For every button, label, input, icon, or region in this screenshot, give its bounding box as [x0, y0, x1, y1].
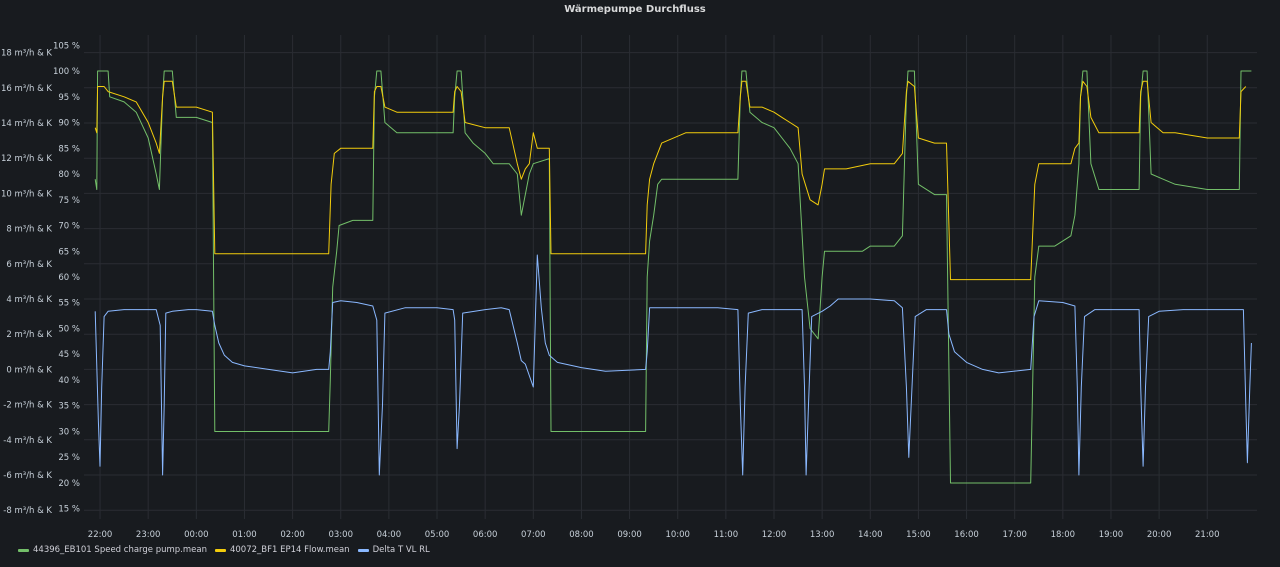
x-axis-ticks: 22:00 23:00 00:00 01:00 02:00 03:00 04:00 05:00…	[88, 530, 1220, 540]
x-axis-tick-label: 19:00	[1099, 530, 1124, 540]
panel-title[interactable]: Wärmepumpe Durchfluss	[564, 4, 706, 15]
x-axis-tick-label: 06:00	[473, 530, 498, 540]
right-axis-tick-label: 20 %	[58, 479, 80, 489]
x-axis-tick-label: 00:00	[184, 530, 209, 540]
x-axis-tick-label: 14:00	[858, 530, 883, 540]
x-axis-tick-label: 05:00	[425, 530, 450, 540]
right-axis-tick-label: 80 %	[58, 170, 80, 180]
left-axis-tick-label: 18 m³/h & K	[1, 49, 52, 59]
x-axis-tick-label: 09:00	[617, 530, 642, 540]
x-axis-tick-label: 02:00	[280, 530, 305, 540]
series-line-1[interactable]	[94, 70, 1252, 484]
x-axis-tick-label: 15:00	[906, 530, 931, 540]
x-axis-tick-label: 22:00	[88, 530, 113, 540]
left-axis-tick-label: -4 m³/h & K	[3, 436, 52, 446]
legend-item-speed-charge-pump[interactable]: 44396_EB101 Speed charge pump.mean	[18, 545, 207, 555]
x-axis-tick-label: 03:00	[328, 530, 353, 540]
series-line-3[interactable]	[94, 254, 1252, 476]
legend: 44396_EB101 Speed charge pump.mean 40072…	[18, 543, 430, 557]
left-axis-tick-label: 12 m³/h & K	[1, 154, 52, 164]
left-axis-tick-label: 4 m³/h & K	[6, 295, 52, 305]
legend-swatch	[357, 548, 369, 552]
x-axis-tick-label: 16:00	[954, 530, 979, 540]
left-axis-ticks: 18 m³/h & K 16 m³/h & K 14 m³/h & K 12 m³/h…	[1, 49, 52, 517]
right-axis-tick-label: 90 %	[58, 119, 80, 129]
right-axis-tick-label: 65 %	[58, 247, 80, 257]
x-axis-tick-label: 17:00	[1002, 530, 1027, 540]
right-axis-tick-label: 95 %	[58, 93, 80, 103]
x-axis-tick-label: 12:00	[762, 530, 787, 540]
left-axis-tick-label: -6 m³/h & K	[3, 471, 52, 481]
right-axis-tick-label: 15 %	[58, 505, 80, 515]
right-axis-tick-label: 75 %	[58, 196, 80, 206]
right-axis-tick-label: 105 %	[53, 41, 80, 51]
left-axis-tick-label: 6 m³/h & K	[6, 260, 52, 270]
right-axis-tick-label: 40 %	[58, 376, 80, 386]
x-axis-tick-label: 11:00	[714, 530, 739, 540]
left-axis-tick-label: 10 m³/h & K	[1, 189, 52, 199]
x-axis-tick-label: 23:00	[136, 530, 161, 540]
line-chart[interactable]: 18 m³/h & K 16 m³/h & K 14 m³/h & K 12 m³/h…	[0, 0, 1280, 540]
right-axis-tick-label: 35 %	[58, 402, 80, 412]
x-axis-tick-label: 01:00	[232, 530, 257, 540]
right-axis-tick-label: 45 %	[58, 350, 80, 360]
right-axis-tick-label: 30 %	[58, 427, 80, 437]
left-axis-tick-label: 16 m³/h & K	[1, 84, 52, 94]
right-axis-ticks: 105 % 100 % 95 % 90 % 85 % 80 % 75 % 70 % 65 % 60…	[53, 41, 80, 514]
left-axis-tick-label: 0 m³/h & K	[6, 365, 52, 375]
right-axis-tick-label: 100 %	[53, 67, 80, 77]
left-axis-tick-label: 2 m³/h & K	[6, 330, 52, 340]
x-axis-tick-label: 04:00	[377, 530, 402, 540]
x-axis-tick-label: 18:00	[1051, 530, 1076, 540]
left-axis-tick-label: -2 m³/h & K	[3, 401, 52, 411]
x-axis-tick-label: 21:00	[1195, 530, 1220, 540]
legend-swatch	[18, 548, 29, 552]
legend-item-delta-t[interactable]: Delta T VL RL	[357, 545, 430, 555]
left-axis-tick-label: 8 m³/h & K	[6, 225, 52, 235]
x-axis-tick-label: 13:00	[810, 530, 835, 540]
series-line-2[interactable]	[94, 80, 1247, 281]
left-axis-tick-label: 14 m³/h & K	[1, 119, 52, 129]
legend-item-bf1-flow[interactable]: 40072_BF1 EP14 Flow.mean	[214, 545, 350, 555]
series-lines	[94, 70, 1252, 484]
right-axis-tick-label: 50 %	[58, 324, 80, 334]
x-axis-tick-label: 20:00	[1147, 530, 1172, 540]
x-axis-tick-label: 10:00	[665, 530, 690, 540]
legend-label: Delta T VL RL	[372, 545, 430, 555]
right-axis-tick-label: 55 %	[58, 299, 80, 309]
right-axis-tick-label: 60 %	[58, 273, 80, 283]
grid-lines	[84, 35, 1257, 519]
legend-label: 40072_BF1 EP14 Flow.mean	[229, 545, 350, 555]
right-axis-tick-label: 25 %	[58, 453, 80, 463]
right-axis-tick-label: 70 %	[58, 222, 80, 232]
legend-label: 44396_EB101 Speed charge pump.mean	[33, 545, 207, 555]
left-axis-tick-label: -8 m³/h & K	[3, 506, 52, 516]
x-axis-tick-label: 07:00	[521, 530, 546, 540]
legend-swatch	[214, 548, 226, 552]
right-axis-tick-label: 85 %	[58, 144, 80, 154]
x-axis-tick-label: 08:00	[569, 530, 594, 540]
